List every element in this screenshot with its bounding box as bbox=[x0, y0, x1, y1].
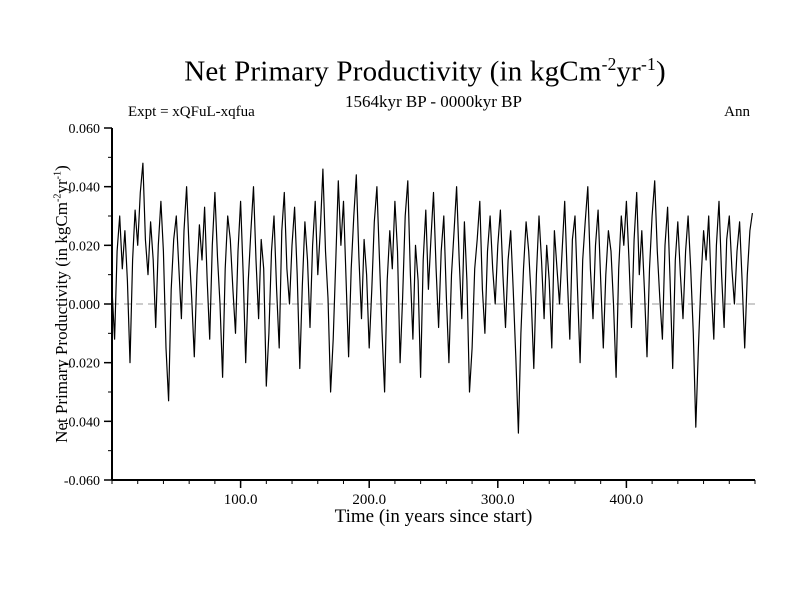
y-tick-label: 0.060 bbox=[69, 122, 101, 137]
x-tick-label: 100.0 bbox=[224, 492, 258, 508]
data-series bbox=[111, 162, 753, 434]
x-tick-label: 400.0 bbox=[610, 492, 644, 508]
y-tick-label: -0.020 bbox=[64, 357, 100, 372]
x-tick-label: 200.0 bbox=[352, 492, 386, 508]
experiment-label: Expt = xQFuL-xqfua bbox=[128, 104, 255, 120]
chart-title-sup-exp1: -1 bbox=[641, 54, 656, 74]
chart-title-close: ) bbox=[655, 55, 666, 88]
y-axis: 0.060 0.040 0.020 0.000 -0.020 -0.040 -0.060 bbox=[64, 122, 113, 489]
y-tick-label: 0.040 bbox=[69, 181, 101, 196]
chart-title-text: Net Primary Productivity (in kgCm bbox=[184, 55, 602, 88]
chart-title-sup-exp2: -2 bbox=[601, 54, 617, 74]
chart-title-unit: yr bbox=[616, 55, 642, 88]
x-tick-label: 300.0 bbox=[481, 492, 515, 508]
y-tick-label: 0.000 bbox=[69, 298, 101, 313]
x-axis-title: Time (in years since start) bbox=[334, 506, 533, 527]
season-label: Ann bbox=[724, 104, 750, 120]
y-tick-label: -0.060 bbox=[64, 474, 100, 489]
y-tick-label: 0.020 bbox=[69, 239, 101, 254]
chart-subtitle: 1564kyr BP - 0000kyr BP bbox=[345, 92, 522, 111]
x-axis: 100.0 200.0 300.0 400.0 bbox=[111, 479, 756, 508]
chart-title: Net Primary Productivity (in kgCm-2yr-1) bbox=[80, 54, 770, 89]
y-tick-label: -0.040 bbox=[64, 415, 100, 430]
